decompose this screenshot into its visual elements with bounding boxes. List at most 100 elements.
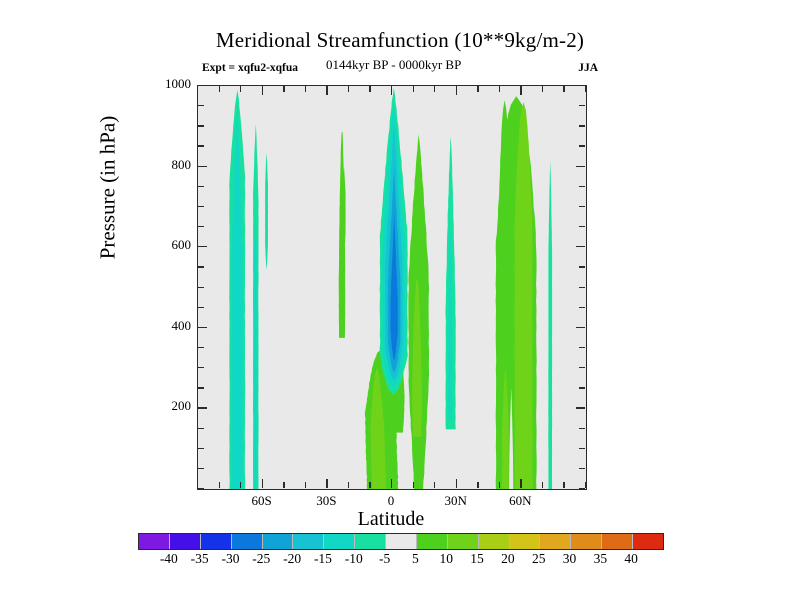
y-tick-right — [579, 125, 585, 127]
y-tick — [198, 467, 204, 470]
y-tick-right — [579, 145, 585, 147]
x-tick — [477, 482, 479, 488]
y-tick-right — [576, 407, 585, 409]
y-tick — [198, 286, 204, 288]
colorbar-tick-label: -35 — [190, 551, 209, 566]
y-tick — [198, 407, 207, 409]
y-tick — [198, 367, 204, 369]
colorbar-cell — [293, 534, 325, 549]
season-label: JJA — [578, 62, 598, 74]
x-tick — [197, 482, 199, 488]
x-tick — [520, 479, 522, 488]
y-tick — [198, 105, 204, 107]
y-tick — [198, 346, 204, 349]
y-tick — [198, 185, 204, 188]
x-tick-top — [434, 86, 436, 92]
y-tick-right — [579, 467, 585, 470]
x-tick — [412, 482, 414, 488]
colorbar-tick-label: -30 — [221, 551, 240, 566]
y-tick-right — [576, 246, 585, 248]
colorbar-tick-label: 35 — [593, 551, 608, 566]
colorbar-cell — [571, 534, 603, 549]
y-tick — [198, 205, 204, 208]
x-tick-label: 30N — [444, 493, 467, 508]
colorbar-cell — [447, 534, 479, 549]
colorbar-tick-label: 20 — [501, 551, 515, 566]
y-tick-right — [576, 85, 585, 87]
x-tick-top — [261, 86, 263, 95]
contour-plot-area — [197, 85, 587, 490]
y-tick — [198, 246, 207, 248]
colorbar-tick-label: 5 — [412, 551, 419, 566]
y-tick-right — [579, 387, 585, 389]
x-tick-top — [218, 86, 220, 92]
y-tick-label: 800 — [171, 156, 192, 172]
y-tick — [198, 165, 207, 167]
contour-band — [448, 231, 453, 419]
y-tick-label: 1000 — [165, 76, 191, 91]
colorbar-tick-label: -40 — [159, 551, 178, 566]
contour-band — [498, 100, 512, 489]
colorbar-cell — [633, 534, 663, 549]
colorbar-tick-label: 40 — [624, 551, 638, 566]
y-tick-right — [579, 286, 585, 288]
x-tick — [283, 482, 285, 488]
x-tick-top — [197, 86, 199, 92]
x-tick-top — [585, 86, 587, 92]
contour-gap — [509, 388, 514, 489]
experiment-label: Expt = xqfu2-xqfua — [202, 62, 299, 74]
x-tick — [240, 482, 242, 488]
contour-band — [548, 160, 553, 489]
x-tick-top — [563, 86, 565, 92]
colorbar-cell — [386, 534, 417, 549]
colorbar-tick-label: -15 — [313, 551, 332, 566]
colorbar-tick-label: -25 — [252, 551, 271, 566]
x-tick — [218, 482, 220, 488]
y-tick-label: 600 — [171, 237, 192, 253]
colorbar-cell — [324, 534, 356, 549]
y-tick — [198, 326, 207, 329]
y-tick-right — [579, 105, 585, 107]
colorbar-cell — [231, 534, 263, 549]
x-tick — [585, 482, 587, 488]
x-tick-top — [240, 86, 242, 92]
page-title: Meridional Streamfunction (10**9kg/m-2) — [215, 28, 585, 52]
x-tick-top — [541, 86, 544, 92]
x-tick-top — [347, 86, 350, 92]
y-tick-right — [576, 165, 585, 167]
contour-band — [412, 279, 422, 437]
x-tick-top — [498, 86, 501, 92]
y-tick — [198, 387, 204, 389]
x-tick-top — [369, 86, 371, 92]
colorbar-cell — [416, 534, 448, 549]
x-tick-top — [304, 86, 307, 92]
x-tick-top — [391, 86, 393, 95]
colorbar — [138, 533, 664, 550]
colorbar-cell — [355, 534, 386, 549]
x-tick — [304, 482, 307, 488]
x-tick-label: 60N — [509, 493, 532, 508]
contour-band — [392, 263, 396, 346]
x-axis-title: Latitude — [357, 508, 425, 530]
x-tick-top — [326, 86, 328, 95]
y-tick-right — [576, 326, 585, 329]
colorbar-tick-label: 30 — [562, 551, 577, 566]
colorbar-cell — [540, 534, 572, 549]
contour-band — [265, 152, 268, 270]
x-tick — [261, 479, 263, 488]
x-tick-top — [412, 86, 414, 92]
x-tick-top — [520, 86, 522, 95]
y-axis-title: Pressure (in hPa) — [95, 115, 120, 260]
y-tick-right — [579, 205, 585, 208]
x-tick-label: 0 — [387, 493, 395, 508]
contour-band — [518, 114, 530, 360]
contour-band — [370, 368, 386, 489]
y-tick — [198, 85, 207, 87]
y-tick — [198, 145, 204, 147]
y-tick-right — [579, 226, 585, 228]
x-tick — [498, 482, 501, 488]
x-tick — [326, 479, 328, 488]
y-tick-right — [579, 346, 585, 349]
y-tick — [198, 488, 204, 490]
